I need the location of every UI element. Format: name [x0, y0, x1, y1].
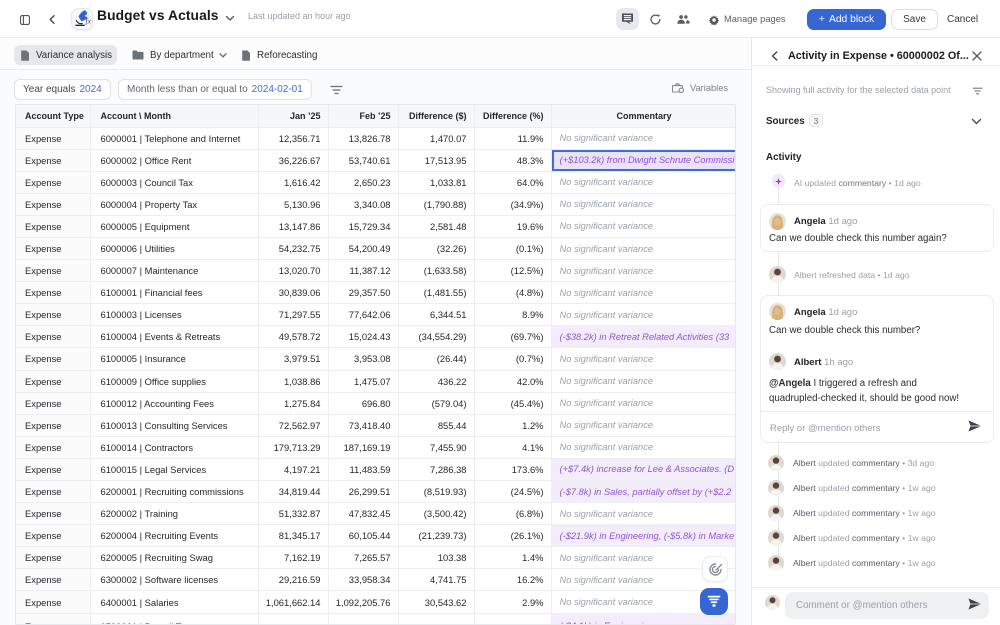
svg-text:fx: fx: [86, 16, 92, 25]
